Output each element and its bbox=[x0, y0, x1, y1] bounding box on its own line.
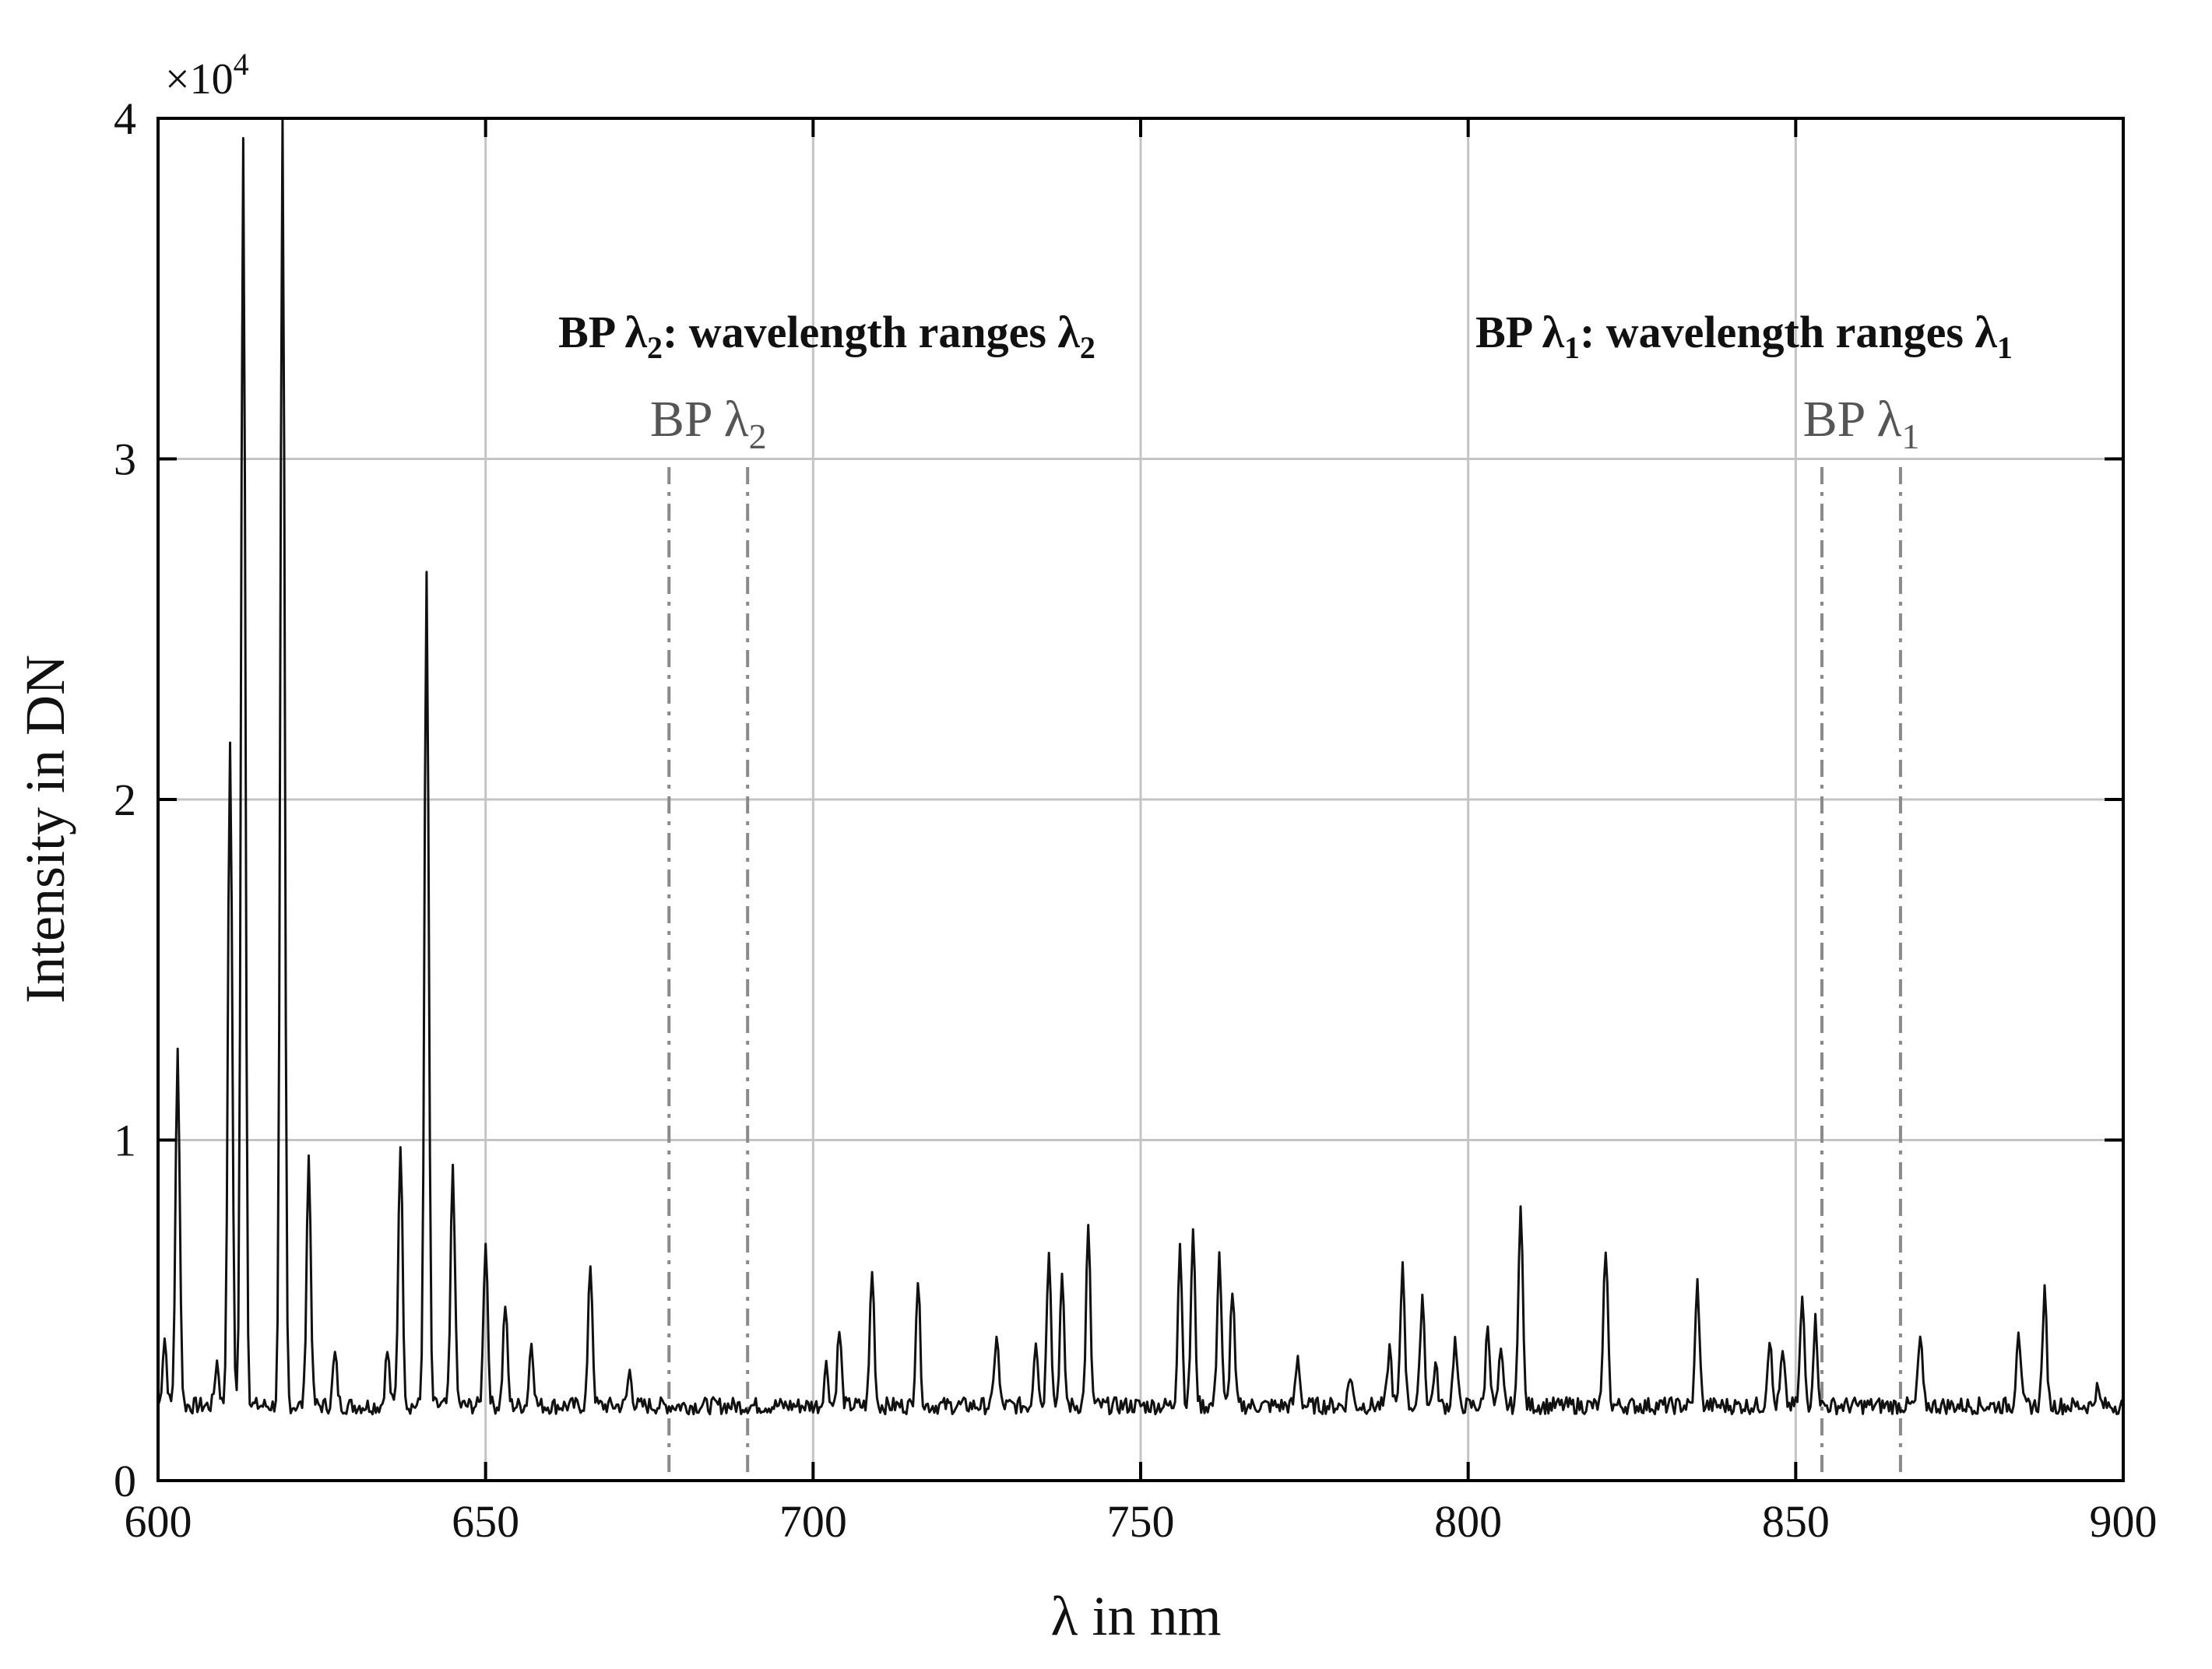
x-tick-label: 800 bbox=[1434, 1496, 1502, 1547]
bp2-band-title: BP λ2: wavelength ranges λ2 bbox=[558, 307, 1095, 365]
bp2-band-title-part: : wavelength ranges λ bbox=[663, 307, 1080, 357]
x-tick-label: 650 bbox=[452, 1496, 519, 1547]
bp1-band-title-part: : wavelength ranges λ bbox=[1580, 307, 1997, 357]
grid bbox=[158, 118, 2123, 1481]
spectrum-line bbox=[156, 117, 2124, 1416]
bp1-band-title-part: 1 bbox=[1564, 330, 1580, 365]
bp1-band-title-part: 1 bbox=[1997, 330, 2013, 365]
y-axis-exponent-base: ×10 bbox=[165, 55, 234, 104]
bp2-band-title-part: BP λ bbox=[558, 307, 647, 357]
y-axis-exponent: ×104 bbox=[165, 47, 249, 104]
bp2-band-title-part: 2 bbox=[647, 330, 663, 365]
series bbox=[156, 117, 2124, 1416]
y-tick-label: 1 bbox=[114, 1116, 136, 1166]
x-tick-label: 900 bbox=[2090, 1496, 2157, 1547]
x-tick-label: 600 bbox=[125, 1496, 192, 1547]
x-axis-label: λ in nm bbox=[1051, 1585, 1222, 1647]
bp1-band-label: BP λ1 bbox=[1803, 391, 1920, 456]
y-tick-label: 4 bbox=[114, 93, 136, 144]
band-markers bbox=[667, 467, 1902, 1481]
bp1-band-title: BP λ1: wavelength ranges λ1 bbox=[1475, 307, 2013, 365]
bp2-band-label-subscript: 2 bbox=[749, 416, 767, 456]
x-tick-label: 750 bbox=[1107, 1496, 1175, 1547]
bp2-band-label: BP λ2 bbox=[650, 391, 767, 456]
x-tick-label: 850 bbox=[1762, 1496, 1830, 1547]
bp1-band-label-subscript: 1 bbox=[1901, 416, 1919, 456]
bp1-band-title-part: BP λ bbox=[1475, 307, 1564, 357]
y-axis-exponent-power: 4 bbox=[234, 47, 249, 82]
y-tick-label: 2 bbox=[114, 775, 136, 825]
bp2-band-title-part: 2 bbox=[1080, 330, 1095, 365]
labels: λ in nm Intensity in DN ×104 bbox=[14, 47, 1221, 1647]
y-axis-label: Intensity in DN bbox=[14, 655, 76, 1003]
y-tick-label: 3 bbox=[114, 434, 136, 485]
x-tick-label: 700 bbox=[779, 1496, 847, 1547]
ticks: 600 650 700 750 800 850 900 0 1 2 3 4 bbox=[114, 93, 2157, 1547]
y-tick-label: 0 bbox=[114, 1456, 136, 1506]
